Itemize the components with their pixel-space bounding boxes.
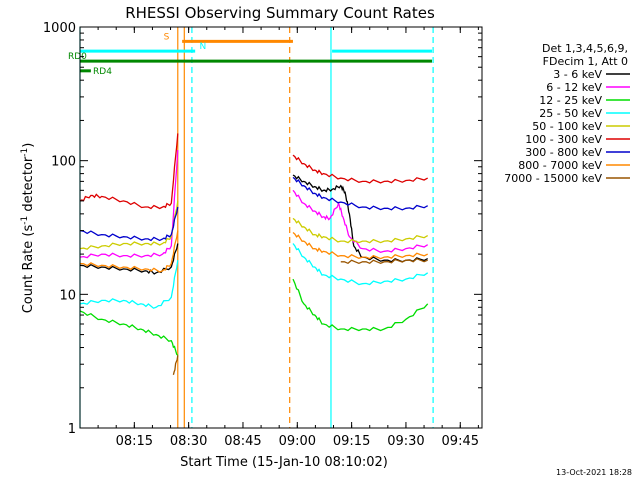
series-lines xyxy=(79,133,429,375)
legend-entry-label: 25 - 50 keV xyxy=(539,107,602,120)
chart-title: RHESSI Observing Summary Count Rates xyxy=(125,4,435,22)
state-bar-label: RD0 xyxy=(68,52,87,62)
x-tick-label: 09:30 xyxy=(387,434,424,449)
x-tick-label: 09:15 xyxy=(333,434,370,449)
series-line-800to7000keV-seg2 xyxy=(292,232,428,260)
legend-header: Det 1,3,4,5,6,9, xyxy=(542,42,628,55)
legend-entry-label: 7000 - 15000 keV xyxy=(504,172,602,185)
series-line-6to12keV-seg2 xyxy=(292,189,429,253)
y-tick-label: 1000 xyxy=(43,21,76,36)
y-tick-label: 1 xyxy=(68,422,76,437)
series-line-100to300keV-seg2 xyxy=(292,154,429,184)
series-line-3to6keV-seg2 xyxy=(292,174,428,263)
series-line-800to7000keV-seg1 xyxy=(79,230,179,273)
timestamp: 13-Oct-2021 18:28 xyxy=(556,468,632,477)
x-tick-label: 08:30 xyxy=(170,434,207,449)
x-tick-label: 09:00 xyxy=(279,434,316,449)
y-axis-label: Count Rate (s-1 detector-1) xyxy=(20,143,36,314)
x-tick-label: 08:45 xyxy=(224,434,261,449)
series-line-25to50keV-seg2 xyxy=(292,243,429,286)
legend-entry-label: 6 - 12 keV xyxy=(546,81,602,94)
state-bars: S N RD0 RD4 xyxy=(68,32,433,77)
x-tick-label: 09:45 xyxy=(442,434,479,449)
series-line-50to100keV-seg2 xyxy=(292,217,429,244)
legend: Det 1,3,4,5,6,9,FDecim 1, Att 03 - 6 keV… xyxy=(504,42,630,185)
legend-header: FDecim 1, Att 0 xyxy=(543,55,628,68)
legend-entry-label: 3 - 6 keV xyxy=(553,68,602,81)
series-line-12to25keV-seg2 xyxy=(292,278,429,332)
series-line-300to800keV-seg2 xyxy=(292,176,429,211)
series-line-7000to15000keV-seg1 xyxy=(172,355,179,375)
legend-entry-label: 100 - 300 keV xyxy=(525,133,602,146)
legend-entry-label: 50 - 100 keV xyxy=(532,120,602,133)
y-tick-label: 100 xyxy=(51,155,76,170)
y-tick-label: 10 xyxy=(59,288,76,303)
x-tick-label: 08:15 xyxy=(116,434,153,449)
legend-entry-label: 12 - 25 keV xyxy=(539,94,602,107)
axes: 08:15 08:30 08:45 09:00 09:15 09:30 09:45 1 10 10… xyxy=(43,21,482,449)
state-bar-label: N xyxy=(200,42,207,52)
series-line-7000to15000keV-seg2 xyxy=(340,257,428,265)
series-line-100to300keV-seg1 xyxy=(79,133,179,210)
x-axis-label: Start Time (15-Jan-10 08:10:02) xyxy=(180,455,388,470)
series-line-3to6keV-seg1 xyxy=(79,243,179,275)
series-line-6to12keV-seg1 xyxy=(79,150,179,259)
series-line-25to50keV-seg1 xyxy=(79,260,179,309)
state-bar-label: RD4 xyxy=(93,67,112,77)
state-bar-label: S xyxy=(164,32,170,42)
series-line-12to25keV-seg1 xyxy=(79,310,179,356)
series-line-300to800keV-seg1 xyxy=(79,206,179,242)
series-line-50to100keV-seg1 xyxy=(79,200,179,250)
legend-entry-label: 800 - 7000 keV xyxy=(518,159,602,172)
plot-frame xyxy=(79,26,483,429)
vertical-lines xyxy=(79,27,434,428)
legend-entry-label: 300 - 800 keV xyxy=(525,146,602,159)
